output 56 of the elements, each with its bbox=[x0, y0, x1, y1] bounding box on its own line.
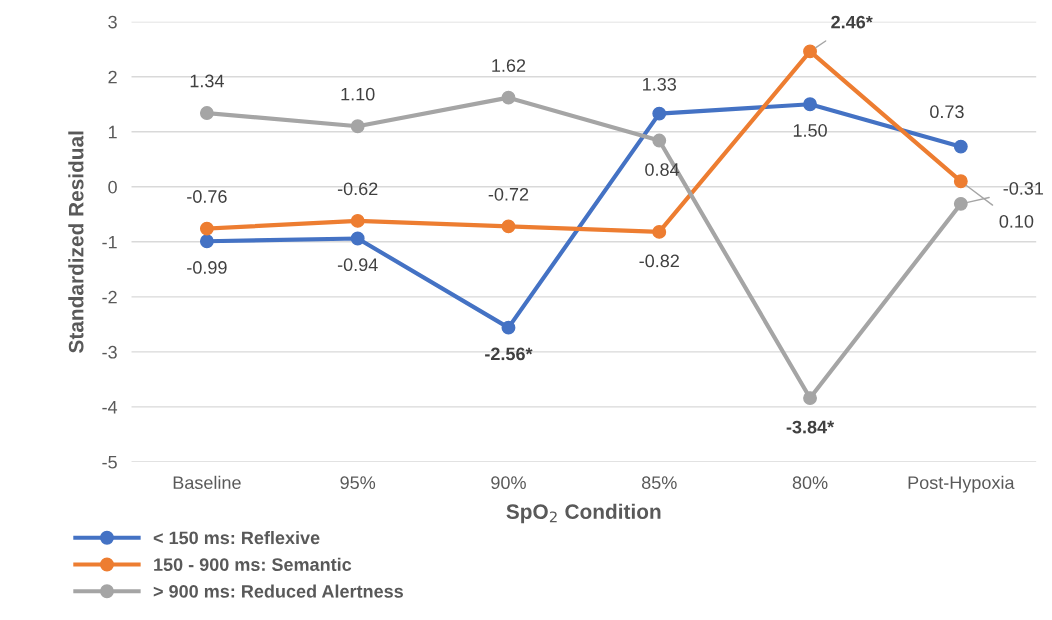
data-label: -2.56* bbox=[485, 347, 533, 361]
data-label: -0.62 bbox=[337, 182, 378, 196]
point bbox=[803, 44, 817, 59]
x-axis-title: SpO$_{2}$ Condition bbox=[506, 503, 661, 524]
y-tick-label: -4 bbox=[102, 401, 118, 414]
point bbox=[350, 119, 365, 134]
point bbox=[350, 213, 365, 228]
point bbox=[501, 219, 516, 234]
data-label: -3.84* bbox=[786, 420, 835, 434]
point bbox=[501, 90, 516, 105]
point bbox=[652, 133, 667, 148]
point bbox=[350, 231, 365, 246]
data-label: -0.76 bbox=[187, 190, 227, 203]
legend-label: > 900 ms: Reduced Alertness bbox=[153, 584, 403, 598]
y-tick-label: 2 bbox=[108, 70, 117, 84]
data-label: -0.99 bbox=[187, 261, 227, 274]
y-tick-label: -2 bbox=[102, 290, 117, 304]
data-label: -0.31 bbox=[1003, 182, 1044, 195]
y-tick-label: -1 bbox=[102, 235, 117, 249]
y-tick-label: 0 bbox=[108, 180, 117, 194]
data-label: 1.10 bbox=[341, 87, 375, 101]
point bbox=[652, 106, 667, 121]
data-label: 1.62 bbox=[492, 59, 526, 72]
x-tick-label: Post-Hypoxia bbox=[908, 475, 1015, 493]
point bbox=[953, 174, 968, 189]
data-label: -0.94 bbox=[337, 258, 378, 272]
y-tick-label: -5 bbox=[102, 456, 117, 469]
data-label: -0.82 bbox=[639, 254, 679, 268]
point bbox=[199, 234, 214, 249]
point bbox=[803, 391, 817, 406]
x-tick-label: Baseline bbox=[173, 475, 241, 490]
y-tick-label: 1 bbox=[108, 125, 117, 139]
point bbox=[953, 139, 968, 154]
data-label: 1.33 bbox=[643, 77, 677, 91]
data-label: 0.10 bbox=[999, 215, 1034, 228]
y-tick-label: -3 bbox=[102, 345, 117, 359]
x-tick-label: 95% bbox=[340, 476, 376, 490]
data-label: 1.50 bbox=[793, 124, 827, 137]
legend-label: 150 - 900 ms: Semantic bbox=[154, 557, 352, 571]
data-label: 2.46* bbox=[831, 15, 873, 29]
y-axis-title: Standardized Residual bbox=[68, 131, 84, 353]
x-tick-label: 90% bbox=[491, 476, 526, 490]
y-tick-label: 3 bbox=[108, 15, 117, 29]
x-tick-label: 85% bbox=[641, 476, 677, 490]
point bbox=[953, 196, 968, 211]
data-label: 0.84 bbox=[645, 163, 680, 176]
point bbox=[652, 224, 667, 239]
data-label: 1.34 bbox=[190, 74, 224, 88]
point bbox=[803, 97, 817, 112]
x-tick-label: 80% bbox=[792, 476, 828, 490]
data-label: 0.73 bbox=[930, 105, 964, 119]
point bbox=[199, 106, 214, 120]
legend-label: < 150 ms: Reflexive bbox=[153, 530, 320, 545]
point bbox=[501, 320, 516, 335]
point bbox=[199, 221, 214, 236]
data-label: -0.72 bbox=[488, 187, 529, 201]
